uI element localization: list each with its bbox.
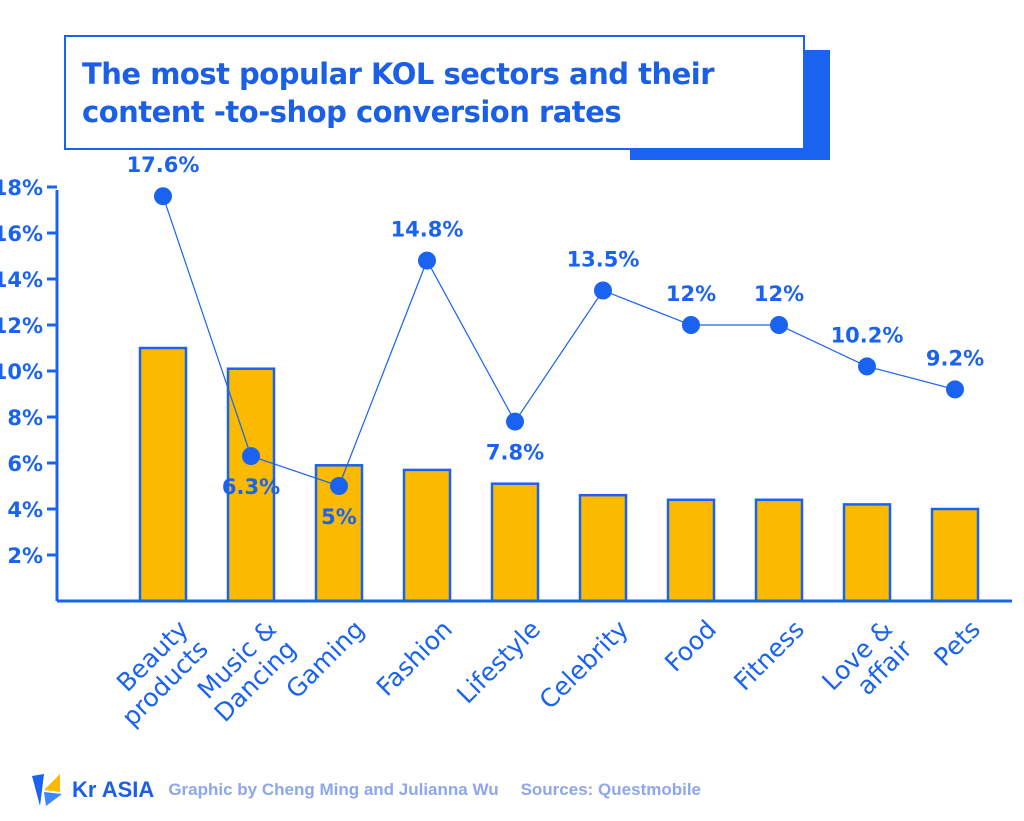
y-tick-label-7: 16% (0, 222, 43, 246)
line-point-5 (594, 281, 612, 300)
y-tick-label-0: 2% (7, 544, 43, 568)
line-point-6 (682, 316, 700, 334)
category-label-line: Food (659, 614, 722, 677)
conversion-line (162, 196, 956, 487)
point-label-3: 14.8% (391, 218, 464, 242)
krasia-logo-icon (32, 774, 62, 806)
point-label-0: 17.6% (127, 153, 200, 177)
y-tick-label-5: 12% (0, 314, 43, 338)
bar-8 (842, 503, 892, 603)
bar-6 (666, 498, 716, 603)
y-tick-label-8: 18% (0, 176, 43, 200)
line-point-8 (858, 357, 876, 376)
category-label-line: Lifestyle (451, 614, 546, 709)
point-label-5: 13.5% (567, 248, 640, 272)
category-label-8: Love &affair (816, 614, 918, 700)
point-label-1: 6.3% (222, 475, 280, 499)
line-point-1 (242, 447, 260, 466)
y-tick-label-6: 14% (0, 268, 43, 292)
point-label-6: 12% (666, 282, 716, 306)
point-label-9: 9.2% (926, 346, 984, 370)
category-label-5: Celebrity (534, 614, 634, 714)
category-label-1: Music &Dancing (192, 614, 302, 727)
bar-5 (578, 493, 628, 603)
category-label-line: Fashion (371, 614, 458, 701)
sources: Sources: Questmobile (520, 780, 702, 799)
graphic-credit: Graphic by Cheng Ming and Julianna Wu (168, 780, 499, 799)
y-tick-label-1: 4% (7, 498, 43, 522)
chart-title: The most popular KOL sectors and their c… (82, 55, 715, 131)
line-point-7 (770, 316, 788, 334)
y-tick-label-3: 8% (7, 406, 43, 430)
category-label-6: Food (659, 614, 722, 677)
line-point-9 (946, 380, 964, 399)
category-label-9: Pets (928, 614, 986, 672)
bar-0 (138, 346, 188, 603)
bar-4 (490, 482, 540, 603)
line-point-2 (330, 477, 348, 495)
category-label-4: Lifestyle (451, 614, 546, 709)
bar-7 (754, 498, 804, 603)
line-point-0 (154, 187, 172, 206)
brand-name: Kr ASIA (72, 777, 155, 802)
category-label-line: Celebrity (534, 614, 634, 714)
category-label-line: Pets (928, 614, 986, 672)
title-line-2: content -to-shop conversion rates (82, 95, 622, 129)
point-label-2: 5% (321, 505, 357, 529)
title-box: The most popular KOL sectors and their c… (64, 35, 805, 150)
bar-3 (402, 468, 452, 603)
category-label-7: Fitness (728, 614, 810, 696)
footer: Kr ASIA Graphic by Cheng Ming and Julian… (30, 770, 723, 810)
line-point-3 (418, 251, 436, 270)
bar-9 (930, 507, 980, 603)
title-line-1: The most popular KOL sectors and their (82, 57, 715, 91)
y-tick-label-2: 6% (7, 452, 43, 476)
point-label-4: 7.8% (486, 441, 544, 465)
point-label-7: 12% (754, 282, 804, 306)
y-tick-label-4: 10% (0, 360, 43, 384)
line-point-4 (506, 412, 524, 431)
point-label-8: 10.2% (831, 323, 904, 347)
category-label-3: Fashion (371, 614, 458, 701)
category-label-line: Fitness (728, 614, 810, 696)
